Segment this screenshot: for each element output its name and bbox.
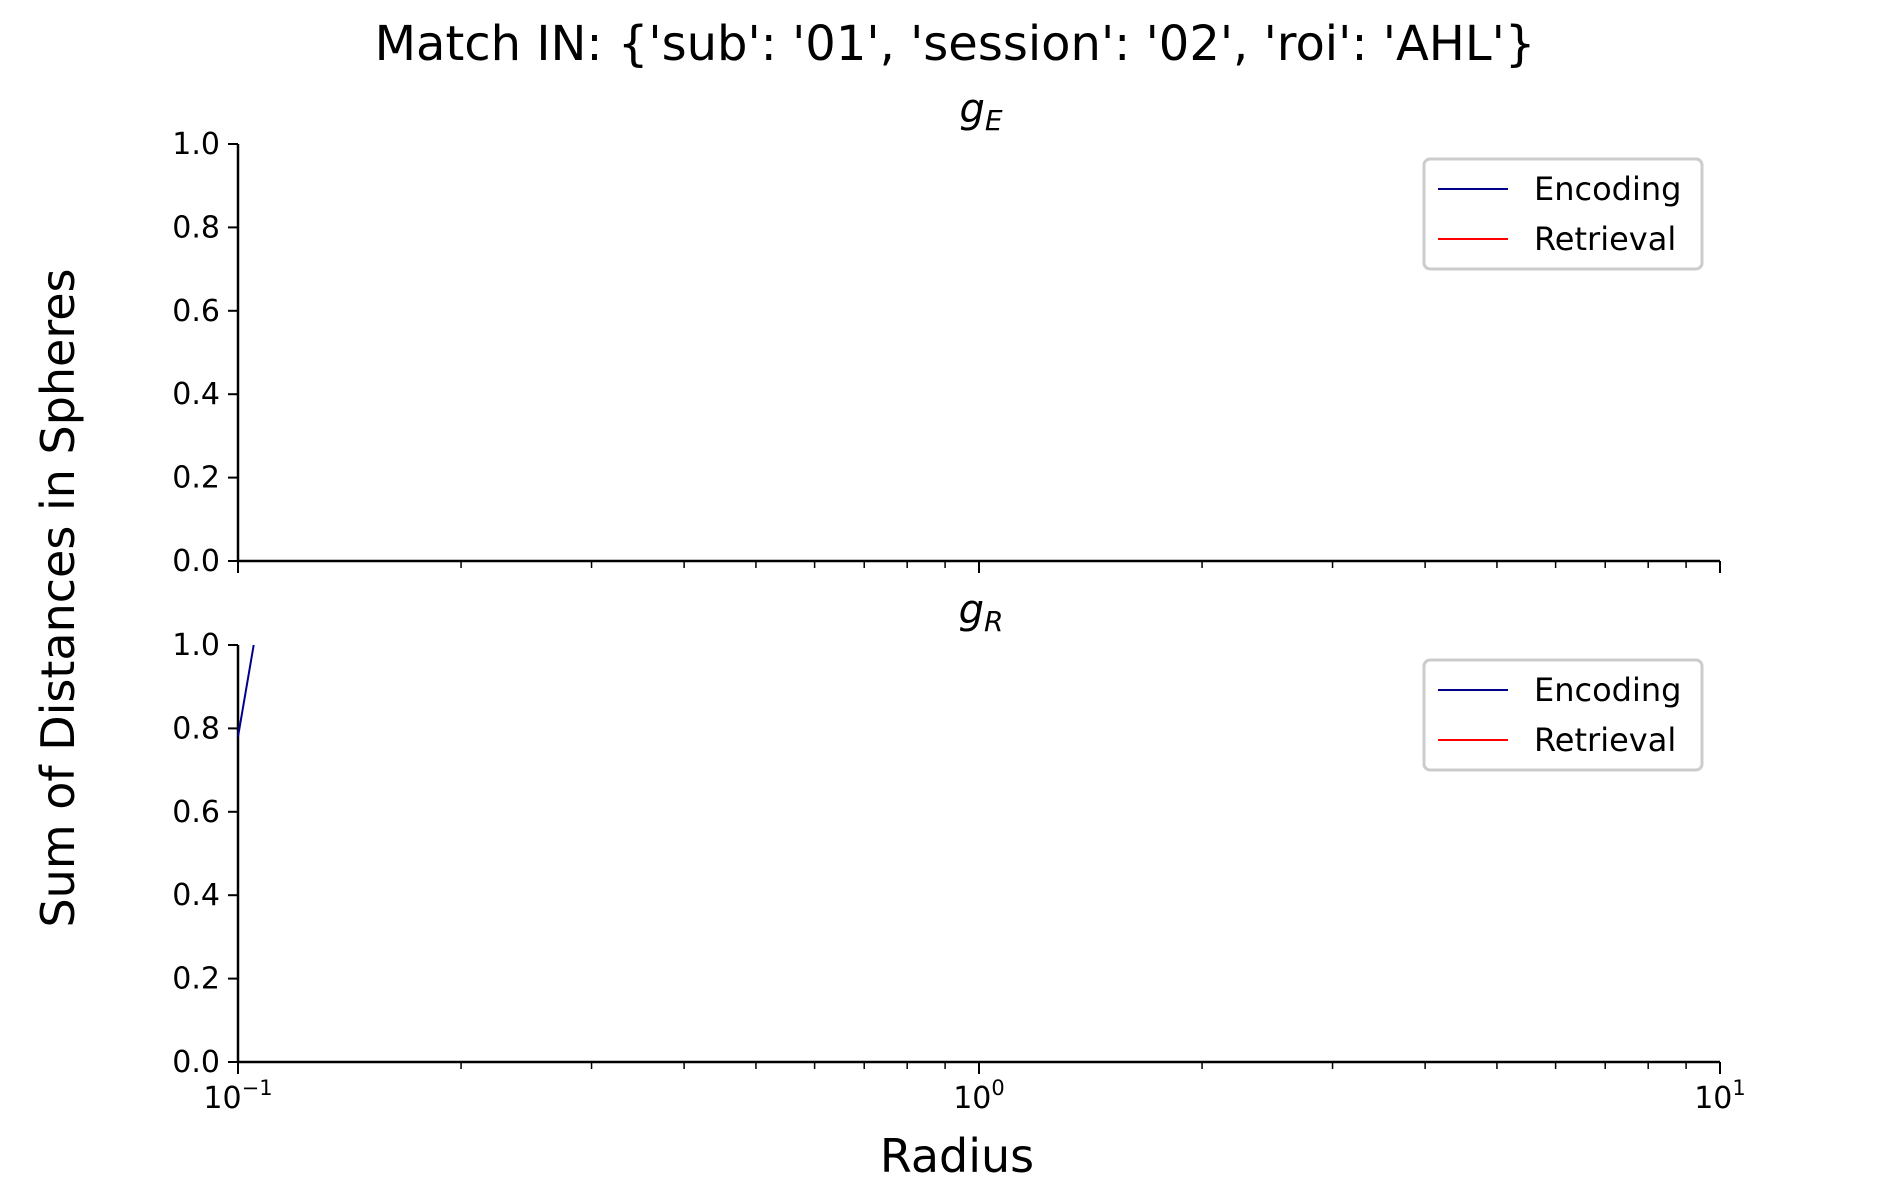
y-tick-label: 0.0 xyxy=(172,544,220,579)
panel-title: gR xyxy=(959,587,1004,638)
x-tick-label: 101 xyxy=(1694,1076,1746,1116)
x-tick-label: 10−1 xyxy=(203,1076,272,1116)
y-tick-label: 0.2 xyxy=(172,962,220,997)
y-tick-label: 0.6 xyxy=(172,294,220,329)
legend: Encoding Retrieval xyxy=(1422,658,1704,772)
y-tick-label: 0.6 xyxy=(172,795,220,830)
y-tick-label: 0.2 xyxy=(172,461,220,496)
x-tick-label: 100 xyxy=(953,1076,1005,1116)
y-tick-label: 0.8 xyxy=(172,210,220,245)
legend-frame xyxy=(1422,658,1704,772)
legend-frame xyxy=(1422,157,1704,271)
y-tick-label: 1.0 xyxy=(172,127,220,162)
y-tick-label: 0.8 xyxy=(172,711,220,746)
y-axis-label: Sum of Distances in Spheres xyxy=(31,268,85,927)
legend-label-encoding: Encoding xyxy=(1534,170,1681,208)
panel-r: gR 0.0 0.2 0.4 0.6 0.8 1.0 10−1 100 101 Encoding Re… xyxy=(172,587,1746,1116)
panel-title: gE xyxy=(959,86,1002,137)
legend-label-encoding: Encoding xyxy=(1534,671,1681,709)
figure-suptitle: Match IN: {'sub': '01', 'session': '02',… xyxy=(375,16,1536,72)
panel-e: gE 0.0 0.2 0.4 0.6 0.8 1.0 Encoding Retrieval xyxy=(172,86,1721,579)
y-tick-label: 1.0 xyxy=(172,628,220,663)
y-tick-label: 0.0 xyxy=(172,1045,220,1080)
y-tick-label: 0.4 xyxy=(172,377,220,412)
legend-label-retrieval: Retrieval xyxy=(1534,721,1676,759)
legend-label-retrieval: Retrieval xyxy=(1534,220,1676,258)
series-line-encoding xyxy=(237,644,255,737)
x-axis-label: Radius xyxy=(880,1129,1034,1181)
legend: Encoding Retrieval xyxy=(1422,157,1704,271)
y-tick-label: 0.4 xyxy=(172,878,220,913)
